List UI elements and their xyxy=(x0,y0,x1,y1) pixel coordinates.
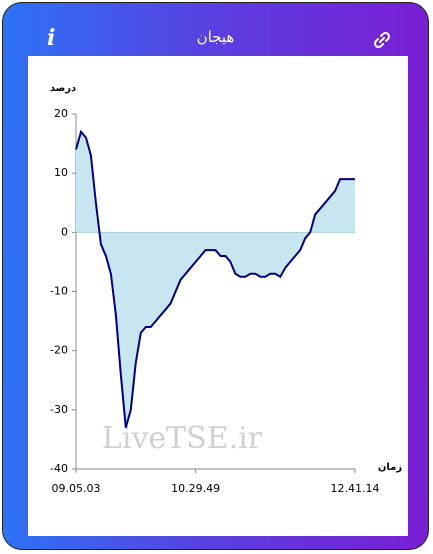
widget-title: هیجان xyxy=(196,28,235,46)
watermark: LiveTSE.ir xyxy=(102,421,263,456)
widget-card: i هیجان xyxy=(2,2,429,550)
x-axis-label: زمان xyxy=(378,462,402,473)
y-tick-label: 10 xyxy=(54,166,68,179)
y-tick-label: -40 xyxy=(50,462,68,475)
x-tick-label: 12.41.14 xyxy=(331,482,380,495)
y-tick-label: -10 xyxy=(50,285,68,298)
area xyxy=(76,131,355,428)
info-button[interactable]: i xyxy=(47,25,56,51)
y-tick-label: -20 xyxy=(50,344,68,357)
x-tick-label: 09.05.03 xyxy=(52,482,101,495)
y-tick-label: 0 xyxy=(61,225,68,238)
y-tick-label: -30 xyxy=(50,403,68,416)
x-tick-label: 10.29.49 xyxy=(171,482,220,495)
chart-panel xyxy=(28,56,408,536)
y-axis-label: درصد xyxy=(50,83,76,94)
line xyxy=(75,129,355,428)
y-tick-label: 20 xyxy=(54,107,68,120)
link-button[interactable] xyxy=(373,31,391,49)
